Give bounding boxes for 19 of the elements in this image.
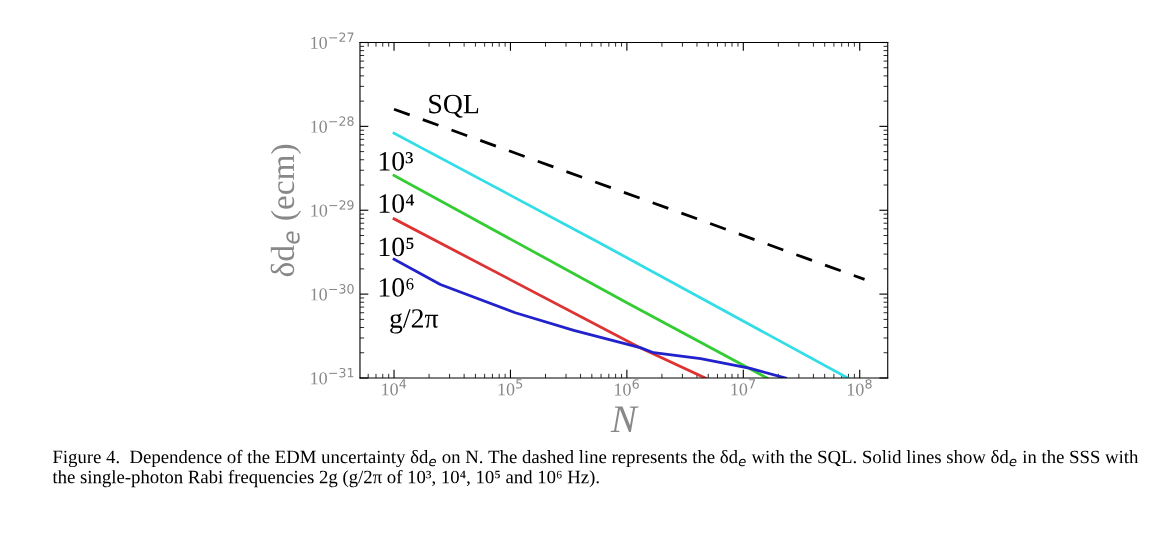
text: Figure 4. Dependence of the EDM uncertainty δd$_{e}$ on N. The dashed line represents the δd$_{e}$ with the SQL. Solid lines show δd$_{e}$ in the SSS with the single-photon Rabi frequencies 2g (g/2π of 10³, 10⁴, 10⁵ and 10⁶ Hz). bbox=[52, 449, 1139, 488]
x-tick-label: 10$^{5}$ bbox=[498, 379, 523, 396]
annotation: g/2π bbox=[390, 309, 439, 334]
y-tick-label: 10$^{−27}$ bbox=[311, 32, 354, 49]
x-tick-label: 10$^{6}$ bbox=[615, 379, 639, 396]
y-axis-title: δd$_{e}$ (ecm) bbox=[270, 144, 302, 277]
x-axis-title: N bbox=[610, 406, 639, 432]
x-tick-label: 10$^{7}$ bbox=[731, 379, 756, 396]
series-label: 10⁵ bbox=[379, 237, 414, 257]
y-tick-label: 10$^{−28}$ bbox=[311, 116, 354, 133]
y-tick-label: 10$^{−29}$ bbox=[311, 200, 354, 217]
x-tick-label: 10$^{8}$ bbox=[847, 379, 872, 396]
y-tick-label: 10$^{−31}$ bbox=[311, 367, 354, 385]
series-label: 10³ bbox=[379, 151, 413, 171]
y-tick-label: 10$^{−30}$ bbox=[311, 284, 354, 301]
x-tick-label: 10$^{4}$ bbox=[382, 379, 407, 396]
series-label: 10⁴ bbox=[379, 194, 415, 213]
series-label: SQL bbox=[429, 94, 479, 118]
series-label: 10⁶ bbox=[379, 278, 414, 297]
